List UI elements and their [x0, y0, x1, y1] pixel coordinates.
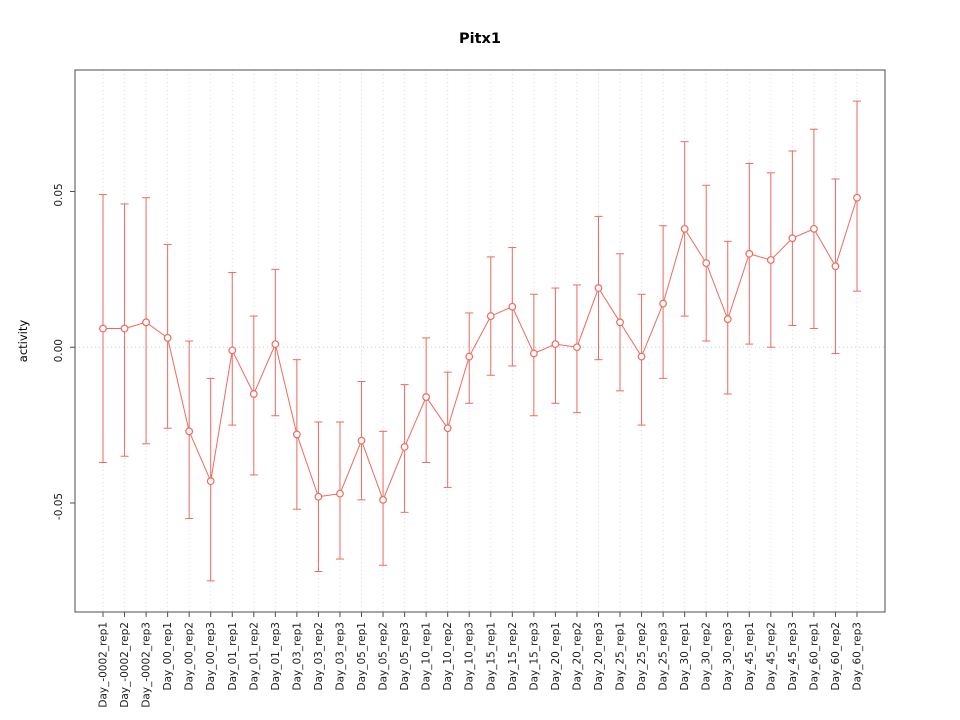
- x-tick-label: Day_45_rep3: [787, 622, 799, 691]
- data-point: [702, 259, 711, 268]
- x-tick-label: Day_05_rep2: [378, 622, 390, 691]
- data-point: [680, 224, 689, 233]
- data-point: [314, 492, 323, 501]
- data-point: [185, 427, 194, 436]
- data-point: [853, 193, 861, 202]
- x-tick-label: Day_20_rep3: [593, 622, 605, 691]
- x-tick-label: Day_15_rep3: [528, 622, 540, 691]
- data-point: [529, 349, 538, 358]
- x-tick-label: Day_30_rep1: [679, 622, 691, 691]
- data-point: [357, 436, 366, 445]
- x-tick-label: Day_03_rep2: [313, 622, 325, 691]
- x-tick-label: Day_45_rep1: [744, 622, 756, 691]
- data-point: [99, 324, 107, 333]
- x-tick-label: Day_00_rep1: [162, 622, 174, 691]
- y-tick-label: 0.05: [53, 183, 65, 206]
- data-point: [249, 390, 258, 398]
- data-point: [788, 234, 797, 243]
- x-tick-label: Day_60_rep3: [852, 622, 864, 691]
- x-tick-label: Day_00_rep3: [205, 622, 217, 691]
- x-tick-label: Day_25_rep1: [615, 622, 627, 691]
- x-tick-label: Day_10_rep2: [442, 622, 454, 691]
- data-point: [508, 302, 517, 311]
- x-tick-label: Day_01_rep2: [248, 622, 260, 691]
- data-point: [379, 495, 387, 504]
- x-tick-label: Day_15_rep1: [485, 622, 497, 691]
- x-tick-label: Day_01_rep1: [227, 622, 239, 691]
- x-tick-label: Day_30_rep3: [722, 622, 734, 691]
- x-tick-label: Day_15_rep2: [507, 622, 519, 691]
- x-tick-label: Day_-0002_rep3: [141, 622, 153, 708]
- data-point: [163, 333, 172, 342]
- data-point: [465, 352, 474, 361]
- x-tick-label: Day_45_rep2: [765, 622, 777, 691]
- data-point: [637, 352, 646, 361]
- x-tick-label: Day_-0002_rep1: [98, 622, 110, 708]
- y-tick-label: 0.00: [53, 339, 65, 362]
- x-tick-label: Day_25_rep2: [636, 622, 648, 691]
- y-tick-label: -0.05: [53, 493, 65, 520]
- data-point: [723, 315, 732, 324]
- data-point: [400, 443, 409, 451]
- x-tick-label: Day_05_rep3: [399, 622, 411, 691]
- data-point: [573, 343, 581, 352]
- data-point: [810, 224, 818, 233]
- x-tick-label: Day_-0002_rep2: [119, 622, 131, 708]
- x-tick-label: Day_10_rep3: [464, 622, 476, 691]
- data-point: [551, 340, 560, 349]
- x-tick-label: Day_10_rep1: [421, 622, 433, 691]
- x-tick-label: Day_20_rep2: [571, 622, 583, 691]
- data-point: [486, 312, 495, 320]
- x-tick-label: Day_03_rep3: [334, 622, 346, 691]
- data-point: [594, 284, 603, 292]
- data-point: [206, 477, 215, 486]
- data-point: [336, 489, 344, 498]
- x-tick-label: Day_20_rep1: [550, 622, 562, 691]
- x-tick-label: Day_30_rep2: [701, 622, 713, 691]
- data-point: [228, 346, 237, 355]
- x-tick-label: Day_60_rep1: [808, 622, 820, 691]
- data-point: [831, 262, 840, 271]
- data-point: [443, 424, 452, 433]
- plot-frame: [74, 69, 886, 613]
- x-tick-label: Day_60_rep2: [830, 622, 842, 691]
- x-tick-label: Day_01_rep3: [270, 622, 282, 691]
- data-point: [745, 249, 754, 258]
- x-tick-label: Day_25_rep3: [658, 622, 670, 691]
- data-point: [142, 318, 150, 327]
- y-axis-label: activity: [16, 320, 30, 363]
- data-point: [271, 340, 280, 349]
- data-point: [422, 393, 431, 401]
- chart-title: Pitx1: [459, 31, 501, 47]
- data-point: [120, 324, 129, 333]
- plot-content: Day_-0002_rep1 Day_-0002_rep2 Day_-0002_re…: [53, 70, 885, 708]
- x-tick-label: Day_00_rep2: [184, 622, 196, 691]
- data-point: [659, 299, 668, 308]
- x-tick-label: Day_05_rep1: [356, 622, 368, 691]
- data-point: [292, 430, 301, 439]
- data-point: [766, 256, 775, 264]
- x-tick-label: Day_03_rep1: [291, 622, 303, 691]
- series-line: [103, 197, 858, 502]
- data-point: [616, 318, 624, 327]
